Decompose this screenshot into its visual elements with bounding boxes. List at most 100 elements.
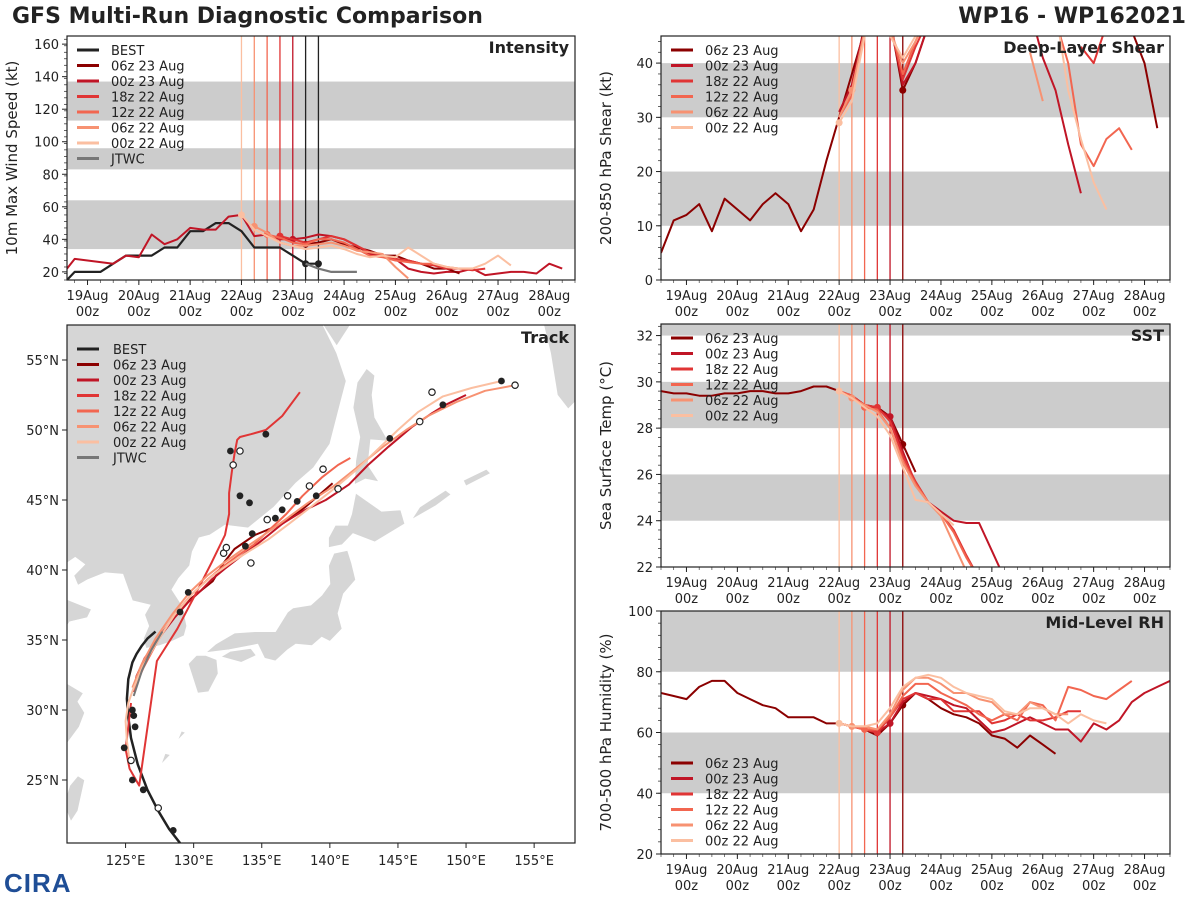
land-mass	[204, 549, 357, 662]
sst-legend-label: 12z 22 Aug	[705, 379, 779, 394]
shear-xtick-label: 00z	[777, 305, 801, 320]
track-legend-label: 12z 22 Aug	[113, 405, 187, 420]
intensity-series-line	[305, 262, 357, 273]
land-mass	[160, 752, 172, 765]
land-mass	[67, 775, 86, 824]
track-point-hollow	[247, 559, 255, 567]
rh-ylabel: 700-500 hPa Humidity (%)	[597, 633, 615, 831]
sst-series-line	[838, 390, 955, 527]
shear-series-point	[887, 16, 894, 23]
shear-xtick-label: 00z	[1133, 305, 1157, 320]
track-line	[131, 384, 516, 688]
shear-xtick-label: 20Aug	[716, 289, 758, 304]
track-legend-label: JTWC	[112, 452, 147, 467]
intensity-xtick-label: 26Aug	[426, 289, 468, 304]
track-point-hollow	[305, 482, 314, 490]
rh-series-line	[838, 679, 1170, 743]
storm-id-title: WP16 - WP162021	[958, 4, 1186, 29]
sst-xtick-label: 00z	[1031, 592, 1055, 607]
intensity-series-line	[67, 213, 563, 277]
sst-xtick-label: 00z	[726, 592, 750, 607]
track-point-filled	[130, 712, 138, 719]
sst-xtick-label: 24Aug	[920, 576, 962, 591]
rh-legend-label: 00z 23 Aug	[705, 773, 779, 788]
intensity-xtick-label: 19Aug	[67, 289, 109, 304]
track-legend-label: 00z 23 Aug	[113, 374, 187, 389]
land-mass	[219, 647, 257, 663]
rh-xtick-label: 25Aug	[971, 863, 1013, 878]
sst-xtick-label: 20Aug	[716, 576, 758, 591]
shear-xtick-label: 19Aug	[665, 289, 707, 304]
sst-legend-label: 00z 23 Aug	[705, 348, 779, 363]
shear-series-line	[1035, 36, 1082, 194]
rh-series-line	[838, 673, 1107, 728]
intensity-xtick-label: 24Aug	[323, 289, 365, 304]
shear-xtick-label: 00z	[929, 305, 953, 320]
shear-series-line	[1132, 36, 1159, 129]
sst-xtick-label: 21Aug	[767, 576, 809, 591]
intensity-series-line	[240, 214, 512, 270]
rh-xtick-label: 00z	[675, 879, 699, 894]
rh-legend-label: 18z 22 Aug	[705, 788, 779, 803]
intensity-xtick-label: 00z	[435, 305, 459, 320]
track-point-filled	[120, 744, 128, 752]
shear-xtick-label: 00z	[827, 305, 851, 320]
track-point-filled	[184, 589, 192, 596]
track-point-hollow	[334, 484, 342, 493]
sst-xtick-label: 00z	[1133, 592, 1157, 607]
shear-ytick-label: 40	[636, 57, 653, 72]
sst-xtick-label: 28Aug	[1124, 576, 1166, 591]
track-point-hollow	[319, 465, 327, 474]
intensity-plot-area	[67, 36, 575, 280]
shear-series-point	[835, 119, 843, 127]
shear-panel: 01020304019Aug00z20Aug00z21Aug00z22Aug00…	[597, 16, 1171, 320]
track-point-filled	[278, 506, 286, 514]
rh-plot-area	[661, 611, 1170, 854]
land-mass	[462, 468, 492, 487]
rh-xtick-label: 00z	[980, 879, 1004, 894]
intensity-band	[67, 148, 575, 170]
rh-ytick-label: 20	[636, 848, 653, 863]
track-point-filled	[386, 435, 394, 442]
intensity-ylabel: 10m Max Wind Speed (kt)	[3, 61, 21, 256]
rh-xtick-label: 23Aug	[869, 863, 911, 878]
intensity-legend-label: 00z 23 Aug	[111, 75, 185, 90]
rh-series-line	[838, 676, 1069, 731]
track-point-filled	[139, 786, 147, 794]
intensity-panel: 2040608010012014016019Aug00z20Aug00z21Au…	[3, 35, 576, 320]
land-mass	[67, 325, 347, 649]
intensity-xtick-label: 27Aug	[477, 289, 519, 304]
rh-xtick-label: 00z	[777, 879, 801, 894]
track-xtick-label: 130°E	[174, 854, 214, 869]
shear-series-line	[661, 36, 926, 254]
shear-xtick-label: 21Aug	[767, 289, 809, 304]
sst-xtick-label: 27Aug	[1073, 576, 1115, 591]
sst-plot-area	[661, 324, 1170, 567]
sst-xtick-label: 26Aug	[1022, 576, 1064, 591]
rh-panel: 2040608010019Aug00z20Aug00z21Aug00z22Aug…	[597, 605, 1171, 894]
track-point-filled	[248, 530, 256, 537]
rh-xtick-label: 27Aug	[1073, 863, 1115, 878]
intensity-xtick-label: 22Aug	[220, 289, 262, 304]
track-ytick-label: 30°N	[26, 704, 59, 719]
rh-xtick-label: 00z	[929, 879, 953, 894]
track-ytick-label: 35°N	[26, 634, 59, 649]
intensity-legend-label: JTWC	[110, 153, 145, 168]
shear-xtick-label: 00z	[1031, 305, 1055, 320]
track-point-filled	[176, 608, 184, 616]
sst-legend-label: 00z 22 Aug	[705, 410, 779, 425]
sst-xtick-label: 00z	[675, 592, 699, 607]
track-point-filled	[236, 492, 244, 500]
land-mass	[67, 598, 93, 627]
rh-series-point	[873, 729, 881, 736]
sst-band	[661, 381, 1170, 429]
track-xtick-label: 125°E	[106, 854, 146, 869]
sst-ytick-label: 22	[636, 561, 653, 576]
track-point-hollow	[511, 381, 519, 390]
intensity-ytick-label: 20	[42, 266, 59, 281]
track-point-hollow	[428, 388, 436, 397]
sst-series-point	[835, 387, 843, 395]
track-panel: 125°E 130°E 135°E 140°E 145°E 150°E 155°E 25°N 3…	[26, 324, 576, 869]
rh-legend-label: 06z 22 Aug	[705, 819, 779, 834]
intensity-xtick-label: 00z	[127, 305, 151, 320]
